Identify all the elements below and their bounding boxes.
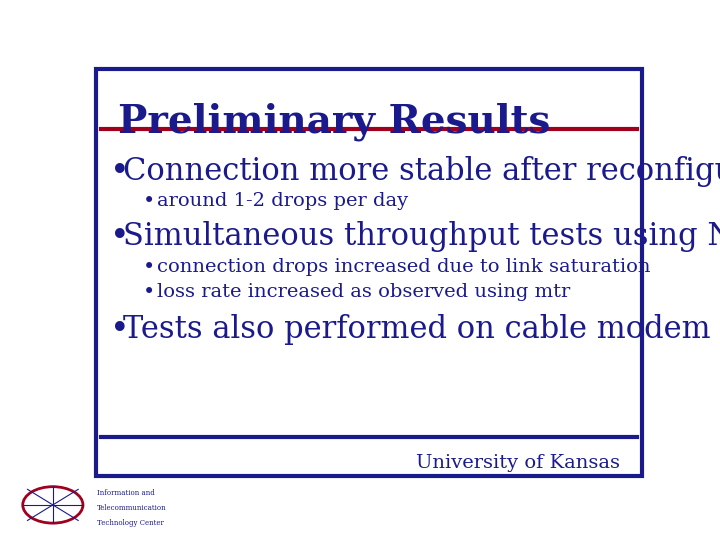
Text: •: • (109, 221, 129, 253)
Text: Preliminary Results: Preliminary Results (118, 102, 550, 141)
Text: •: • (143, 283, 156, 302)
Text: •: • (109, 156, 129, 188)
Text: University of Kansas: University of Kansas (416, 454, 620, 471)
Text: Tests also performed on cable modem network: Tests also performed on cable modem netw… (124, 314, 720, 345)
Text: •: • (143, 192, 156, 211)
Text: connection drops increased due to link saturation: connection drops increased due to link s… (157, 258, 650, 276)
Text: loss rate increased as observed using mtr: loss rate increased as observed using mt… (157, 283, 570, 301)
Text: Connection more stable after reconfiguration: Connection more stable after reconfigura… (124, 156, 720, 187)
Text: Technology Center: Technology Center (97, 518, 164, 526)
FancyBboxPatch shape (96, 69, 642, 476)
Text: •: • (143, 258, 156, 277)
Text: Simultaneous throughput tests using NetSpec: Simultaneous throughput tests using NetS… (124, 221, 720, 252)
Text: around 1-2 drops per day: around 1-2 drops per day (157, 192, 408, 210)
Text: •: • (109, 314, 129, 346)
Text: Information and: Information and (97, 489, 155, 497)
Text: Telecommunication: Telecommunication (97, 504, 167, 512)
